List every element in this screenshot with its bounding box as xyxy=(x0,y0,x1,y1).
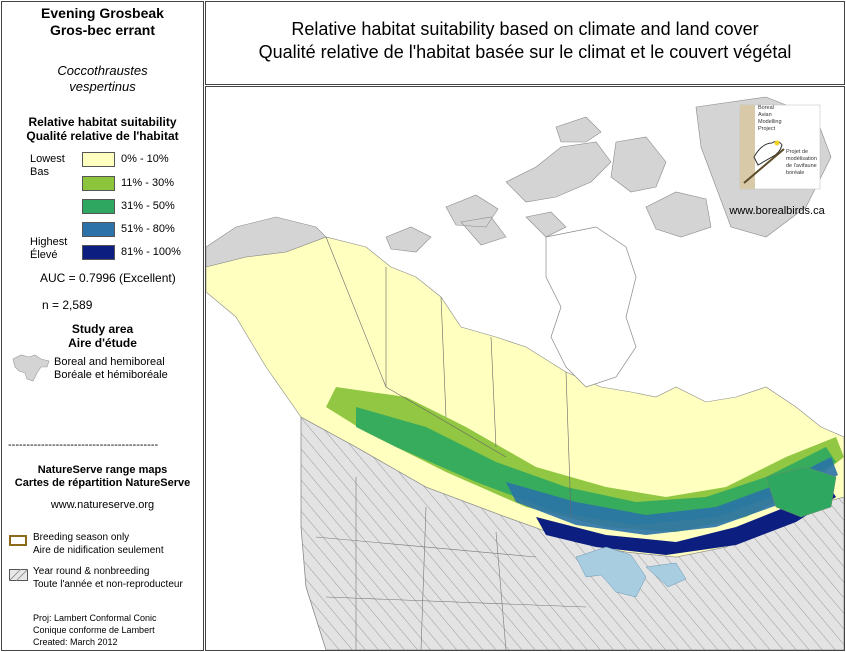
bird-eye xyxy=(774,140,780,146)
projection-info: Proj: Lambert Conformal Conic Conique co… xyxy=(33,612,157,648)
logo-stripe xyxy=(740,105,755,189)
logo-text-line: modélisation xyxy=(786,156,817,162)
scientific-name-line2: vespertinus xyxy=(69,79,136,94)
legend-title-fr: Qualité relative de l'habitat xyxy=(26,129,179,143)
natureserve-url[interactable]: www.natureserve.org xyxy=(50,499,155,511)
bam-logo: Boreal Avian Modelling Project Projet de modé… xyxy=(739,104,821,190)
borealbirds-url[interactable]: www.borealbirds.ca xyxy=(728,205,825,217)
natureserve-title-en: NatureServe range maps xyxy=(37,464,168,476)
logo-text-line: Project xyxy=(758,126,776,132)
yearround-label: Year round & nonbreeding Toute l'année e… xyxy=(33,565,183,591)
low-label: Lowest Bas xyxy=(30,153,65,179)
species-name-en: Evening Grosbeak xyxy=(41,5,164,21)
map-panel: Boreal Avian Modelling Project Projet de modé… xyxy=(205,86,845,651)
class-swatch xyxy=(82,152,115,167)
species-names: Evening Grosbeak Gros-bec errant xyxy=(2,5,203,39)
divider: ----------------------------------------… xyxy=(8,439,159,451)
natureserve-title-fr: Cartes de répartition NatureServe xyxy=(14,477,191,489)
low-label-en: Lowest xyxy=(30,153,65,165)
logo-text-line: Modelling xyxy=(758,119,782,125)
logo-text-line: de l'avifaune xyxy=(786,163,817,169)
logo-text-line: Boreal xyxy=(758,105,774,111)
logo-text-line: Projet de xyxy=(786,149,808,155)
class-swatch xyxy=(82,222,115,237)
study-area-text: Boreal and hemiboreal Boréale et hémibor… xyxy=(54,356,168,382)
class-label: 0% - 10% xyxy=(121,153,169,165)
species-name-fr: Gros-bec errant xyxy=(49,22,156,38)
state-borders xyxy=(315,477,587,650)
study-area-title: Study area Aire d'étude xyxy=(2,322,203,350)
habitat-map: Boreal Avian Modelling Project Projet de modé… xyxy=(206,96,844,650)
breeding-label: Breeding season only Aire de nidificatio… xyxy=(33,531,164,557)
map-title-en: Relative habitat suitability based on cl… xyxy=(291,19,759,39)
suitability-31-50 xyxy=(356,407,836,525)
class-swatch xyxy=(82,199,115,214)
breeding-label-fr: Aire de nidification seulement xyxy=(33,545,164,556)
high-label-fr: Élevé xyxy=(30,249,58,261)
map-title-fr: Qualité relative de l'habitat basée sur … xyxy=(258,42,792,62)
natureserve-title: NatureServe range maps Cartes de réparti… xyxy=(2,464,203,490)
arctic-islands xyxy=(385,116,712,253)
class-label: 31% - 50% xyxy=(121,200,175,212)
study-area-title-fr: Aire d'étude xyxy=(68,336,137,350)
projection-en: Proj: Lambert Conformal Conic xyxy=(33,613,157,623)
breeding-swatch xyxy=(9,535,27,546)
study-area-en: Boreal and hemiboreal xyxy=(54,356,165,368)
legend-title-en: Relative habitat suitability xyxy=(28,115,177,129)
class-swatch xyxy=(82,176,115,191)
maritimes xyxy=(765,466,837,518)
scientific-name: Coccothraustes vespertinus xyxy=(2,63,203,95)
suitability-51-80 xyxy=(506,457,838,535)
year-round-hatch xyxy=(301,417,844,650)
class-label: 81% - 100% xyxy=(121,246,181,258)
legend-title: Relative habitat suitability Qualité rel… xyxy=(2,115,203,143)
class-label: 51% - 80% xyxy=(121,223,175,235)
created-date: Created: March 2012 xyxy=(33,637,118,647)
high-label-en: Highest xyxy=(30,236,68,248)
logo-text-line: boréale xyxy=(786,170,804,176)
legend-panel: Evening Grosbeak Gros-bec errant Coccoth… xyxy=(1,1,204,651)
suitability-81-100 xyxy=(536,482,836,555)
scientific-name-line1: Coccothraustes xyxy=(57,63,148,78)
class-label: 11% - 30% xyxy=(121,177,174,189)
great-lakes xyxy=(575,546,687,598)
study-area-fr: Boréale et hémiboréale xyxy=(54,369,168,381)
province-borders xyxy=(325,236,572,518)
study-area-swatch xyxy=(12,354,50,382)
logo-text-line: Avian xyxy=(758,112,772,118)
branch xyxy=(743,148,785,184)
hudson-bay xyxy=(545,226,637,388)
auc-value: AUC = 0.7996 (Excellent) xyxy=(40,271,176,285)
low-label-fr: Bas xyxy=(30,166,49,178)
class-swatch xyxy=(82,245,115,260)
sample-size: n = 2,589 xyxy=(42,298,93,312)
study-area-canada xyxy=(206,236,844,558)
map-title-box: Relative habitat suitability based on cl… xyxy=(205,1,845,85)
logo-text: Boreal Avian Modelling Project Projet de modé… xyxy=(758,105,817,176)
yearround-swatch xyxy=(9,569,28,581)
projection-fr: Conique conforme de Lambert xyxy=(33,625,155,635)
yearround-label-en: Year round & nonbreeding xyxy=(33,566,150,577)
study-area-title-en: Study area xyxy=(71,322,134,336)
breeding-label-en: Breeding season only xyxy=(33,532,130,543)
yearround-label-fr: Toute l'année et non-reproducteur xyxy=(33,579,183,590)
high-label: Highest Élevé xyxy=(30,236,67,262)
